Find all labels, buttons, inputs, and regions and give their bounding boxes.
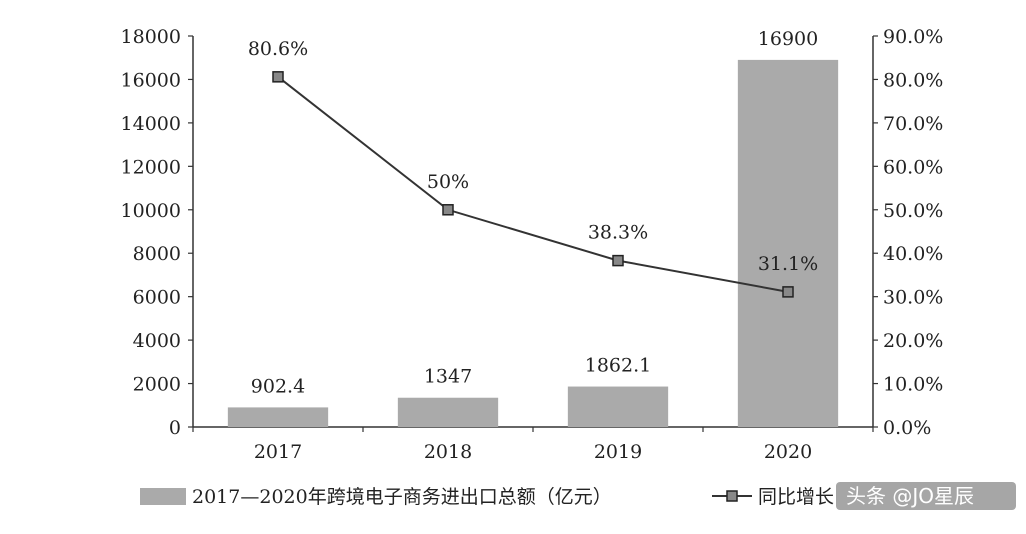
left-tick-label: 12000 xyxy=(121,156,181,178)
watermark: 头条 @JO星辰 xyxy=(836,482,1016,510)
watermark-text: 头条 @JO星辰 xyxy=(846,484,974,508)
bar xyxy=(567,386,669,427)
bar-data-label: 902.4 xyxy=(251,375,305,397)
right-tick-label: 50.0% xyxy=(883,200,943,222)
line-marker xyxy=(782,286,794,298)
bar-data-labels: 902.4 1347 1862.1 16900 xyxy=(251,28,818,398)
bar-data-label: 1347 xyxy=(424,366,472,388)
left-tick-label: 4000 xyxy=(133,330,181,352)
line-marker xyxy=(442,204,454,216)
x-tick-label: 2019 xyxy=(594,441,642,463)
bar-data-label: 16900 xyxy=(758,28,818,50)
line-marker xyxy=(272,71,284,83)
right-tick-label: 20.0% xyxy=(883,330,943,352)
x-tick-label: 2017 xyxy=(254,441,302,463)
left-tick-label: 0 xyxy=(169,417,181,439)
left-tick-label: 14000 xyxy=(121,113,181,135)
bar-data-label: 1862.1 xyxy=(585,355,651,377)
right-tick-label: 10.0% xyxy=(883,374,943,396)
left-tick-label: 18000 xyxy=(121,26,181,48)
line-series xyxy=(272,71,794,298)
right-tick-label: 60.0% xyxy=(883,156,943,178)
left-tick-label: 2000 xyxy=(133,374,181,396)
line-data-label: 80.6% xyxy=(248,38,308,60)
right-tick-label: 0.0% xyxy=(883,417,931,439)
bar xyxy=(227,407,329,427)
line-data-label: 38.3% xyxy=(588,222,648,244)
bar-series xyxy=(227,59,839,428)
right-tick-label: 40.0% xyxy=(883,243,943,265)
line-data-label: 50% xyxy=(427,171,469,193)
bar xyxy=(397,397,499,427)
line-path xyxy=(277,76,789,293)
right-tick-labels: 0.0% 10.0% 20.0% 30.0% 40.0% 50.0% 60.0% 70.0% 8… xyxy=(873,26,943,439)
legend-bar-swatch xyxy=(140,488,186,505)
left-tick-label: 8000 xyxy=(133,243,181,265)
right-tick-label: 80.0% xyxy=(883,69,943,91)
legend-line-marker xyxy=(726,490,738,502)
x-tick-label: 2018 xyxy=(424,441,472,463)
left-tick-label: 6000 xyxy=(133,287,181,309)
left-tick-label: 10000 xyxy=(121,200,181,222)
legend-line-label: 同比增长 xyxy=(758,486,834,508)
line-data-labels: 80.6% 50% 38.3% 31.1% xyxy=(248,38,818,275)
right-tick-label: 70.0% xyxy=(883,113,943,135)
left-tick-labels: 0 2000 4000 6000 8000 10000 12000 14000 16000 180… xyxy=(121,26,193,439)
line-marker xyxy=(612,254,624,267)
line-data-label: 31.1% xyxy=(758,253,818,275)
legend-bar-label: 2017—2020年跨境电子商务进出口总额（亿元） xyxy=(192,486,612,508)
legend: 2017—2020年跨境电子商务进出口总额（亿元） 同比增长 xyxy=(140,486,834,508)
x-tick-labels: 2017 2018 2019 2020 xyxy=(192,427,874,463)
right-tick-label: 30.0% xyxy=(883,287,943,309)
bar xyxy=(737,59,839,428)
left-tick-label: 16000 xyxy=(121,69,181,91)
right-tick-label: 90.0% xyxy=(883,26,943,48)
x-tick-label: 2020 xyxy=(764,441,812,463)
